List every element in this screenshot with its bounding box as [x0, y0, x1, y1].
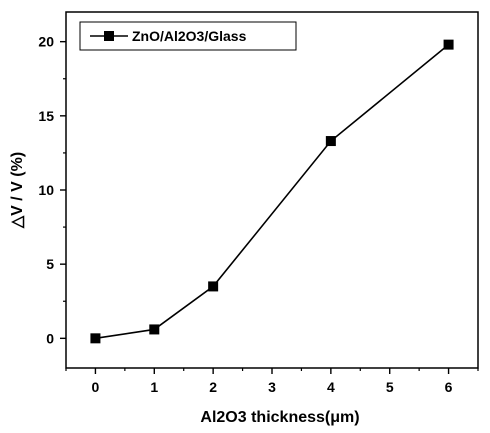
legend: ZnO/Al2O3/Glass [79, 21, 297, 51]
x-axis-title: Al2O3 thickness(μm) [200, 409, 359, 426]
x-tick-label: 5 [386, 379, 394, 395]
y-tick-label: 0 [46, 330, 54, 346]
y-tick-label: 5 [46, 256, 54, 272]
x-tick-label: 0 [92, 379, 100, 395]
y-tick-label: 10 [38, 182, 54, 198]
plot-frame [65, 11, 479, 369]
x-tick-label: 4 [327, 379, 335, 395]
legend-label: ZnO/Al2O3/Glass [132, 28, 247, 44]
legend-marker [104, 31, 114, 41]
y-tick-label: 15 [38, 108, 54, 124]
x-tick-label: 2 [209, 379, 217, 395]
x-tick-label: 6 [445, 379, 453, 395]
series-line [95, 44, 450, 340]
data-point [325, 136, 336, 147]
data-point [90, 333, 101, 344]
markers [90, 39, 454, 344]
data-point [443, 39, 454, 50]
y-tick-label: 20 [38, 34, 54, 50]
tick-labels: 0 1 2 3 4 5 6 0 5 10 15 20 [38, 34, 452, 395]
x-tick-label: 3 [268, 379, 276, 395]
ticks [60, 40, 479, 374]
y-axis-title: △V / V (%) [9, 152, 26, 229]
data-point [208, 281, 219, 292]
data-point [149, 324, 160, 335]
x-tick-label: 1 [150, 379, 158, 395]
